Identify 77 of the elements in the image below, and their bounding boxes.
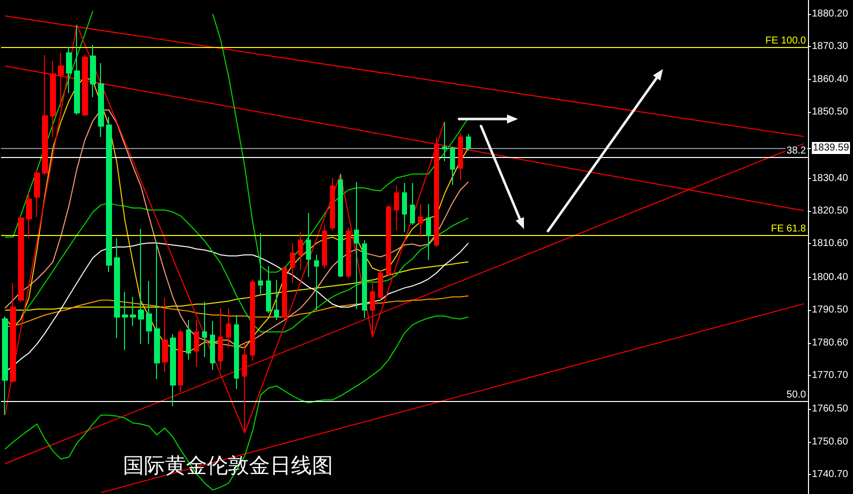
candlestick <box>306 212 311 278</box>
candlestick <box>314 254 319 311</box>
candlestick <box>10 282 16 384</box>
y-tick-label: 1870.30 <box>812 41 848 52</box>
candlestick <box>122 291 128 351</box>
candlestick <box>162 297 168 373</box>
candlestick <box>202 301 207 358</box>
candlestick <box>170 334 176 407</box>
y-tick-label: 1860.40 <box>812 74 848 85</box>
candlestick <box>362 240 367 318</box>
y-tick-label: 1750.60 <box>812 436 848 448</box>
candlestick <box>138 228 144 345</box>
candlestick <box>418 204 423 238</box>
candlestick <box>370 282 375 338</box>
candlestick <box>18 216 24 302</box>
candlestick <box>290 242 295 284</box>
annotation: FE 100.0 <box>765 35 806 46</box>
candlestick <box>66 46 72 94</box>
line-series <box>4 261 469 311</box>
line-series <box>212 13 469 273</box>
y-tick-label: 1780.60 <box>812 337 848 348</box>
candlestick <box>394 185 399 231</box>
annotation: FE 61.8 <box>770 223 806 234</box>
candlestick <box>410 182 415 226</box>
candlestick <box>338 174 343 278</box>
y-tick-label: 1810.60 <box>812 238 848 250</box>
candlestick <box>282 266 287 320</box>
candlestick <box>402 182 407 233</box>
y-tick-label: 1790.50 <box>812 304 848 316</box>
candlestick <box>186 319 191 360</box>
candlestick <box>298 232 303 271</box>
line-series <box>4 10 94 238</box>
candlestick <box>322 224 327 269</box>
candlestick <box>466 134 471 150</box>
candlestick <box>426 204 431 260</box>
candlestick <box>250 280 255 362</box>
candlestick <box>354 181 359 310</box>
candlestick <box>74 24 80 116</box>
y-tick-label: 1800.40 <box>812 272 848 283</box>
candlestick <box>442 121 447 162</box>
candlestick <box>178 329 183 392</box>
candlestick <box>130 296 136 326</box>
candlestick <box>274 280 279 320</box>
candlestick <box>226 308 231 349</box>
candlestick <box>458 132 463 180</box>
candlestick <box>330 177 335 231</box>
candlestick <box>90 44 96 98</box>
candlestick <box>346 227 351 279</box>
candlestick <box>194 319 199 368</box>
annotation: 50.0 <box>786 389 806 400</box>
candlestick <box>154 242 160 380</box>
y-tick-label: 1770.70 <box>812 370 848 381</box>
candlestick <box>266 266 271 314</box>
candlestick <box>2 316 8 416</box>
candlestick <box>34 170 40 218</box>
y-tick-label: 1830.40 <box>812 172 848 184</box>
y-tick-label: 1820.50 <box>812 206 848 217</box>
candlestick <box>98 62 104 138</box>
candlestick <box>146 280 152 345</box>
y-tick-label: 1740.70 <box>812 469 848 480</box>
y-tick-label: 1839.59 <box>812 142 850 154</box>
y-tick-label: 1760.50 <box>812 404 848 415</box>
candlestick <box>114 238 120 339</box>
candlestick <box>234 314 239 390</box>
candlestick <box>450 146 455 186</box>
line-series <box>20 202 469 332</box>
candlestick <box>218 308 223 370</box>
candlestick <box>386 204 391 277</box>
line-series <box>4 316 469 491</box>
candlestick <box>26 191 32 239</box>
y-tick-label: 1880.20 <box>812 8 848 20</box>
candlestick <box>106 116 112 273</box>
candlestick <box>258 232 263 294</box>
candlestick <box>210 320 215 370</box>
annotation: 38.2 <box>786 146 806 157</box>
y-tick-label: 1850.50 <box>812 106 848 118</box>
candlestick <box>378 270 383 301</box>
